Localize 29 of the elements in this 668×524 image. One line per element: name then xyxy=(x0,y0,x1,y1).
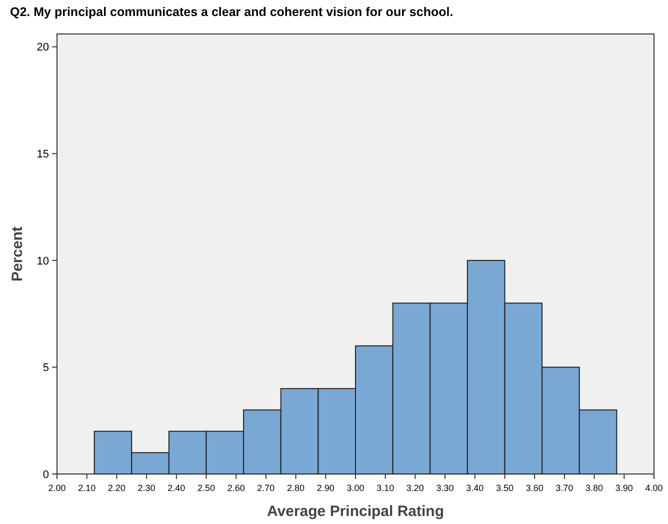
y-tick-label: 20 xyxy=(36,42,49,54)
x-tick-label: 3.80 xyxy=(586,483,604,493)
x-tick-label: 2.80 xyxy=(287,483,305,493)
x-tick-label: 3.70 xyxy=(556,483,574,493)
x-tick-label: 3.90 xyxy=(615,483,633,493)
x-tick-label: 3.20 xyxy=(406,483,424,493)
x-tick-label: 2.60 xyxy=(227,483,245,493)
x-tick-label: 3.00 xyxy=(346,483,364,493)
x-tick-label: 3.10 xyxy=(376,483,394,493)
x-tick-label: 2.30 xyxy=(138,483,156,493)
x-tick-label: 2.10 xyxy=(78,483,96,493)
x-tick-label: 2.00 xyxy=(48,483,66,493)
y-tick-label: 15 xyxy=(36,148,49,160)
x-tick-label: 3.60 xyxy=(526,483,544,493)
y-tick-label: 10 xyxy=(36,255,49,268)
x-tick-label: 2.20 xyxy=(108,483,126,493)
y-tick-label: 0 xyxy=(42,468,49,481)
x-tick-label: 2.40 xyxy=(168,483,186,493)
x-tick-label: 2.90 xyxy=(316,483,334,493)
chart-title: Q2. My principal communicates a clear and coherent vision for our school. xyxy=(10,5,454,19)
x-tick-label: 2.70 xyxy=(257,483,275,493)
x-tick-label: 3.40 xyxy=(466,483,484,493)
x-tick-label: 3.30 xyxy=(436,483,454,493)
y-axis-title: Percent xyxy=(9,226,26,282)
x-tick-label: 4.00 xyxy=(645,483,663,493)
x-tick-label: 2.50 xyxy=(197,483,216,493)
x-tick-label: 3.50 xyxy=(496,483,514,493)
y-tick-label: 5 xyxy=(42,362,49,374)
x-axis-title: Average Principal Rating xyxy=(267,503,444,520)
